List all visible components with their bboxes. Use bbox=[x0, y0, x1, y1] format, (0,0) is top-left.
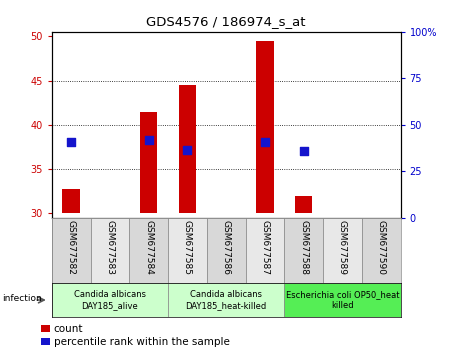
Text: Candida albicans
DAY185_alive: Candida albicans DAY185_alive bbox=[74, 290, 146, 310]
Text: GSM677589: GSM677589 bbox=[338, 220, 347, 275]
Bar bbox=[63, 189, 80, 213]
Text: GSM677585: GSM677585 bbox=[183, 220, 192, 275]
Text: GSM677586: GSM677586 bbox=[221, 220, 230, 275]
Text: infection: infection bbox=[2, 294, 42, 303]
Bar bbox=[168, 218, 207, 283]
Bar bbox=[52, 218, 90, 283]
Point bbox=[145, 137, 152, 143]
Point bbox=[261, 139, 269, 145]
Bar bbox=[246, 218, 284, 283]
Text: Candida albicans
DAY185_heat-killed: Candida albicans DAY185_heat-killed bbox=[185, 290, 267, 310]
Bar bbox=[295, 195, 312, 213]
Bar bbox=[284, 283, 400, 317]
Bar bbox=[168, 283, 284, 317]
Text: GSM677588: GSM677588 bbox=[299, 220, 308, 275]
Point bbox=[184, 147, 191, 152]
Bar bbox=[140, 113, 157, 213]
Bar bbox=[52, 283, 168, 317]
Text: GSM677583: GSM677583 bbox=[105, 220, 114, 275]
Point bbox=[300, 149, 307, 154]
Legend: count, percentile rank within the sample: count, percentile rank within the sample bbox=[41, 324, 230, 347]
Bar bbox=[207, 218, 246, 283]
Bar bbox=[179, 85, 196, 213]
Text: GSM677587: GSM677587 bbox=[261, 220, 270, 275]
Text: Escherichia coli OP50_heat
killed: Escherichia coli OP50_heat killed bbox=[286, 290, 399, 310]
Point bbox=[68, 139, 75, 145]
Bar bbox=[129, 218, 168, 283]
Bar bbox=[256, 41, 274, 213]
Bar bbox=[90, 218, 129, 283]
Text: GSM677582: GSM677582 bbox=[67, 220, 76, 275]
Text: GSM677584: GSM677584 bbox=[144, 220, 153, 275]
Bar bbox=[323, 218, 362, 283]
Text: GSM677590: GSM677590 bbox=[377, 220, 386, 275]
Bar bbox=[284, 218, 323, 283]
Bar bbox=[362, 218, 400, 283]
Title: GDS4576 / 186974_s_at: GDS4576 / 186974_s_at bbox=[146, 15, 306, 28]
